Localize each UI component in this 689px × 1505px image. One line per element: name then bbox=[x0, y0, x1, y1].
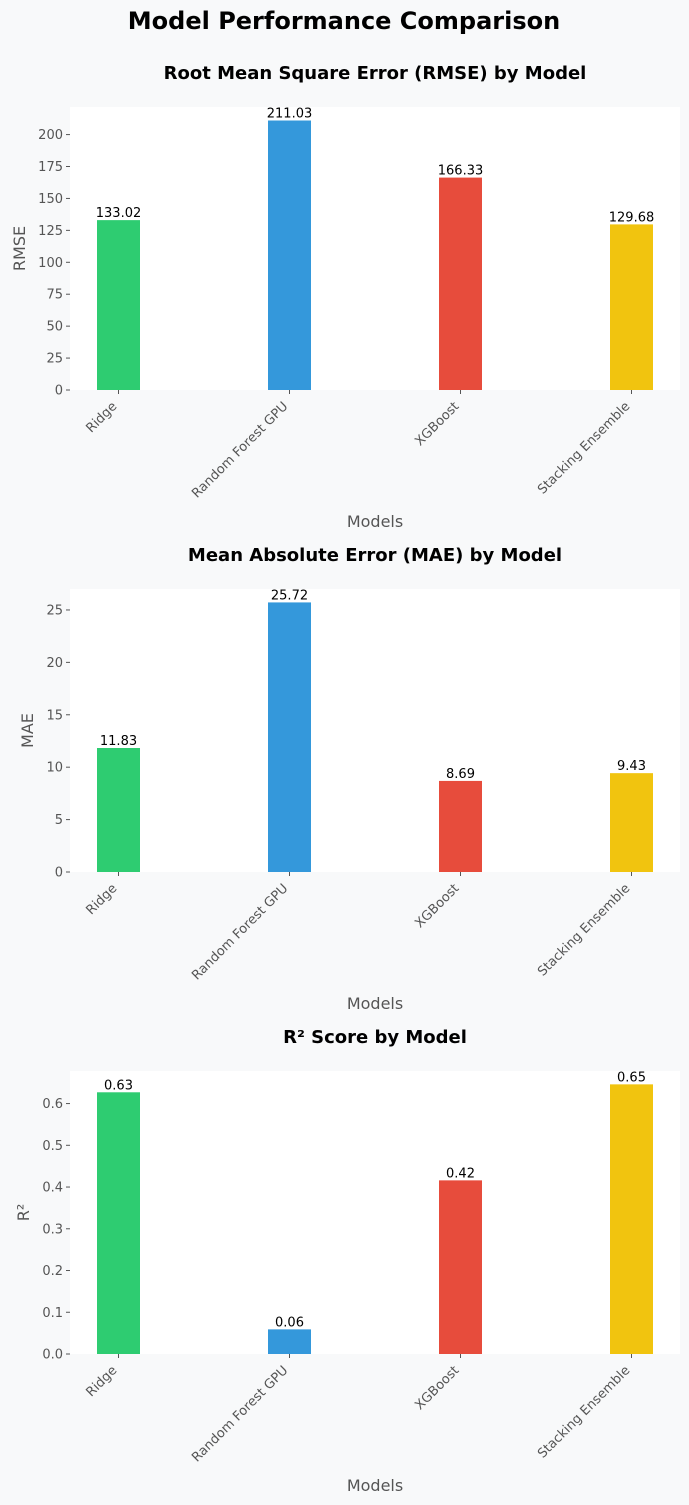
data-label: 0.63 bbox=[104, 1078, 133, 1093]
chart-title: Root Mean Square Error (RMSE) by Model bbox=[164, 63, 587, 84]
plot-area bbox=[70, 107, 680, 390]
plot-area bbox=[70, 589, 680, 872]
bar-r2-4 bbox=[610, 1084, 653, 1354]
y-tick-label: 25 bbox=[46, 603, 63, 618]
data-label: 211.03 bbox=[267, 106, 313, 121]
y-tick-label: 150 bbox=[38, 192, 63, 207]
data-label: 0.42 bbox=[446, 1166, 475, 1181]
y-tick-label: 0.2 bbox=[42, 1264, 63, 1279]
data-label: 129.68 bbox=[609, 210, 655, 225]
bar-r2-2 bbox=[268, 1329, 311, 1354]
y-axis-label: R² bbox=[14, 1204, 33, 1222]
data-label: 133.02 bbox=[96, 206, 142, 221]
bar-rmse-2 bbox=[268, 120, 311, 390]
bar-mae-4 bbox=[610, 773, 653, 872]
subplots: Root Mean Square Error (RMSE) by Model 0 2… bbox=[10, 63, 680, 1495]
bar-r2-3 bbox=[439, 1180, 482, 1354]
bar-r2-1 bbox=[97, 1092, 140, 1354]
bar-mae-3 bbox=[439, 780, 482, 872]
y-tick-label: 0.6 bbox=[42, 1097, 63, 1112]
data-label: 0.65 bbox=[617, 1070, 646, 1085]
x-axis-label: Models bbox=[347, 1476, 403, 1495]
chart-mae: Mean Absolute Error (MAE) by Model 0 5 10 15… bbox=[18, 545, 680, 1013]
y-tick-label: 0 bbox=[55, 866, 63, 881]
y-axis-label: MAE bbox=[18, 713, 37, 748]
y-tick-label: 175 bbox=[38, 160, 63, 175]
data-label: 8.69 bbox=[446, 767, 475, 782]
chart-title: R² Score by Model bbox=[283, 1027, 467, 1048]
figure-title: Model Performance Comparison bbox=[128, 7, 560, 35]
y-tick-label: 10 bbox=[46, 761, 63, 776]
y-tick-label: 200 bbox=[38, 128, 63, 143]
y-tick-label: 100 bbox=[38, 256, 63, 271]
y-tick-label: 15 bbox=[46, 708, 63, 723]
bar-rmse-4 bbox=[610, 224, 653, 390]
chart-r2: R² Score by Model 0.0 0.1 0.2 0.3 0.4 0.5 0.6 R²… bbox=[14, 1027, 680, 1495]
y-tick-label: 0.4 bbox=[42, 1181, 63, 1196]
data-label: 25.72 bbox=[271, 588, 308, 603]
data-label: 166.33 bbox=[438, 164, 484, 179]
data-label: 11.83 bbox=[100, 734, 137, 749]
y-tick-label: 25 bbox=[46, 352, 63, 367]
y-tick-label: 5 bbox=[55, 813, 63, 828]
data-label: 9.43 bbox=[617, 759, 646, 774]
bar-rmse-3 bbox=[439, 177, 482, 390]
y-tick-label: 20 bbox=[46, 656, 63, 671]
y-tick-label: 75 bbox=[46, 288, 63, 303]
plot-area bbox=[70, 1071, 680, 1354]
y-tick-label: 0.0 bbox=[42, 1348, 63, 1363]
bar-rmse-1 bbox=[97, 220, 140, 390]
y-axis-label: RMSE bbox=[10, 226, 29, 271]
x-axis-label: Models bbox=[347, 994, 403, 1013]
y-tick-label: 50 bbox=[46, 320, 63, 335]
data-label: 0.06 bbox=[275, 1315, 304, 1330]
y-tick-label: 0.5 bbox=[42, 1139, 63, 1154]
y-tick-label: 125 bbox=[38, 224, 63, 239]
chart-title: Mean Absolute Error (MAE) by Model bbox=[188, 545, 562, 566]
y-tick-label: 0.1 bbox=[42, 1306, 63, 1321]
y-tick-label: 0 bbox=[55, 384, 63, 399]
y-tick-label: 0.3 bbox=[42, 1222, 63, 1237]
bar-mae-1 bbox=[97, 748, 140, 872]
x-axis-label: Models bbox=[347, 512, 403, 531]
bar-mae-2 bbox=[268, 602, 311, 872]
